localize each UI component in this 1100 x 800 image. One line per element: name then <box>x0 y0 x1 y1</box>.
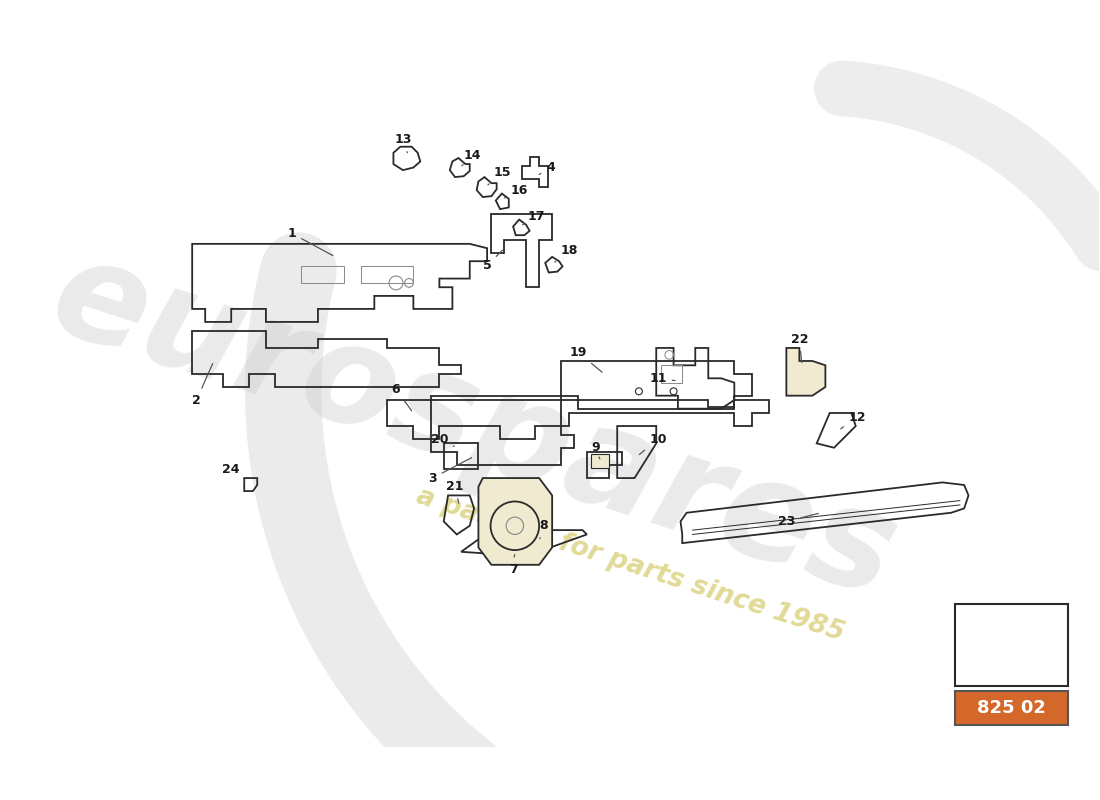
Text: 7: 7 <box>508 554 517 576</box>
Polygon shape <box>591 454 608 468</box>
FancyBboxPatch shape <box>956 604 1068 686</box>
Text: 24: 24 <box>222 463 244 481</box>
FancyBboxPatch shape <box>956 690 1068 726</box>
Polygon shape <box>478 478 552 565</box>
Text: 8: 8 <box>539 519 548 538</box>
Text: 10: 10 <box>639 433 667 454</box>
Text: 2: 2 <box>192 363 212 406</box>
Text: 18: 18 <box>554 244 579 262</box>
Text: 15: 15 <box>488 166 510 185</box>
Text: 20: 20 <box>430 433 454 446</box>
Text: a passion for parts since 1985: a passion for parts since 1985 <box>412 483 847 646</box>
Text: 4: 4 <box>539 161 554 174</box>
Text: 13: 13 <box>394 134 411 153</box>
Text: 825 02: 825 02 <box>978 699 1046 717</box>
Text: 6: 6 <box>392 383 411 410</box>
Text: 5: 5 <box>483 250 503 272</box>
Text: 14: 14 <box>462 149 481 166</box>
Text: 3: 3 <box>428 458 472 485</box>
Text: 16: 16 <box>505 183 528 198</box>
Text: 11: 11 <box>649 372 675 385</box>
Text: eurospares: eurospares <box>35 226 913 626</box>
Text: 17: 17 <box>522 210 546 225</box>
Text: 21: 21 <box>447 480 464 503</box>
Text: 23: 23 <box>778 514 818 528</box>
Text: 1: 1 <box>287 227 333 255</box>
Text: 12: 12 <box>840 411 866 429</box>
Text: 22: 22 <box>791 333 808 362</box>
Text: 9: 9 <box>591 442 600 459</box>
Polygon shape <box>786 348 825 396</box>
Text: 19: 19 <box>570 346 602 372</box>
Polygon shape <box>999 615 1016 626</box>
